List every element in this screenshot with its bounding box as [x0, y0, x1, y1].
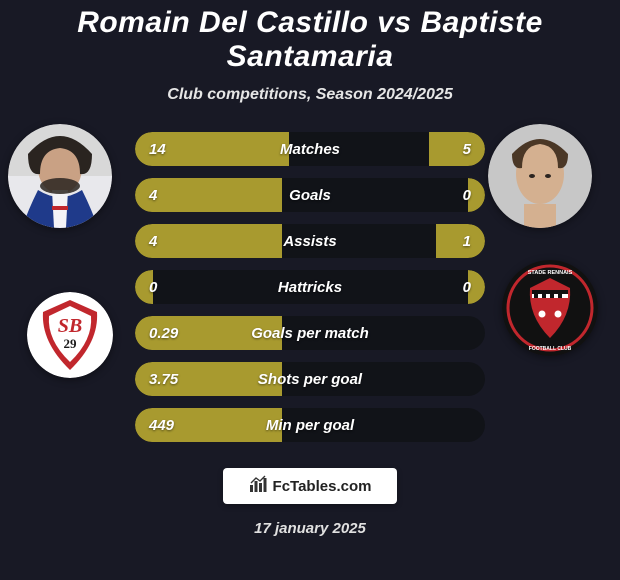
brand-badge[interactable]: FcTables.com: [223, 468, 397, 504]
subtitle: Club competitions, Season 2024/2025: [167, 86, 452, 104]
stat-row: 449Min per goal: [135, 408, 485, 442]
stat-row: 40Goals: [135, 178, 485, 212]
stat-label: Goals per match: [135, 316, 485, 350]
stat-row: 00Hattricks: [135, 270, 485, 304]
right-club-crest: STADE RENNAIS FOOTBALL CLUB: [502, 260, 598, 356]
stat-label: Matches: [135, 132, 485, 166]
comparison-card: Romain Del Castillo vs Baptiste Santamar…: [0, 0, 620, 580]
left-club-crest: SB 29: [27, 292, 113, 378]
left-player-avatar: [8, 124, 112, 228]
svg-text:FOOTBALL CLUB: FOOTBALL CLUB: [529, 346, 572, 352]
stat-row: 0.29Goals per match: [135, 316, 485, 350]
page-title: Romain Del Castillo vs Baptiste Santamar…: [0, 6, 620, 74]
stat-label: Shots per goal: [135, 362, 485, 396]
svg-text:29: 29: [64, 336, 78, 351]
stat-row: 145Matches: [135, 132, 485, 166]
right-player-avatar: [488, 124, 592, 228]
stat-row: 41Assists: [135, 224, 485, 258]
stat-label: Goals: [135, 178, 485, 212]
stats-list: 145Matches 40Goals 41Assists 00Hattricks 0.2…: [135, 132, 485, 442]
stat-label: Assists: [135, 224, 485, 258]
stat-label: Hattricks: [135, 270, 485, 304]
brand-chart-icon: [249, 475, 267, 498]
svg-text:STADE RENNAIS: STADE RENNAIS: [528, 270, 573, 276]
date-label: 17 january 2025: [254, 520, 366, 537]
svg-text:SB: SB: [58, 315, 82, 337]
stat-label: Min per goal: [135, 408, 485, 442]
stat-row: 3.75Shots per goal: [135, 362, 485, 396]
brand-text: FcTables.com: [273, 478, 372, 495]
